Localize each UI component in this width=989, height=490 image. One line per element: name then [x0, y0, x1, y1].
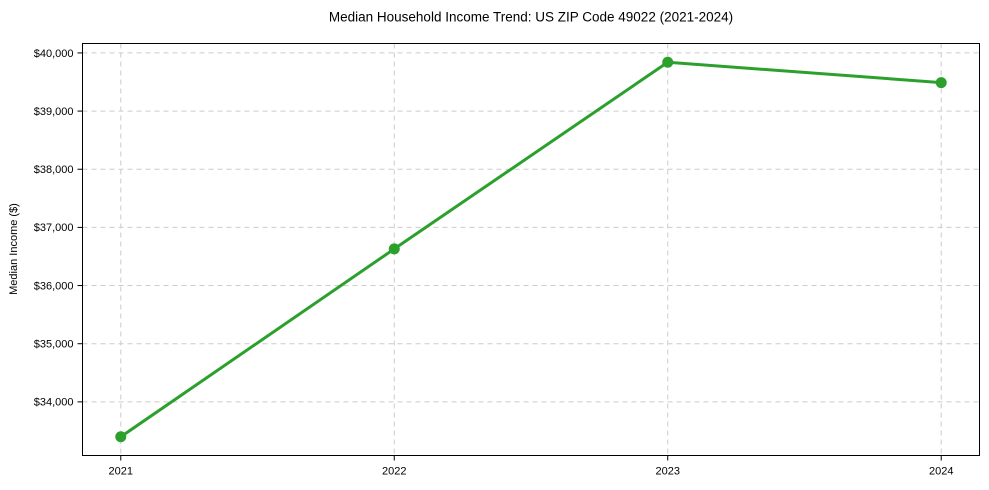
x-tick-label: 2022 — [382, 466, 406, 478]
y-tick-label: $40,000 — [34, 48, 74, 60]
y-tick-label: $38,000 — [34, 164, 74, 176]
data-point-marker — [662, 56, 674, 68]
data-point-marker — [935, 77, 947, 89]
x-tick-label: 2023 — [655, 466, 679, 478]
x-tick-label: 2021 — [109, 466, 133, 478]
chart-title: Median Household Income Trend: US ZIP Co… — [328, 9, 734, 25]
y-tick-label: $35,000 — [34, 339, 74, 351]
y-tick-label: $34,000 — [34, 397, 74, 409]
y-tick-label: $37,000 — [34, 222, 74, 234]
x-tick-label: 2024 — [929, 466, 953, 478]
data-line — [119, 60, 943, 439]
y-tick-label: $39,000 — [34, 106, 74, 118]
data-point-marker — [115, 431, 127, 443]
y-tick-label: $36,000 — [34, 280, 74, 292]
plot-border — [82, 43, 980, 456]
data-point-marker — [388, 243, 400, 255]
